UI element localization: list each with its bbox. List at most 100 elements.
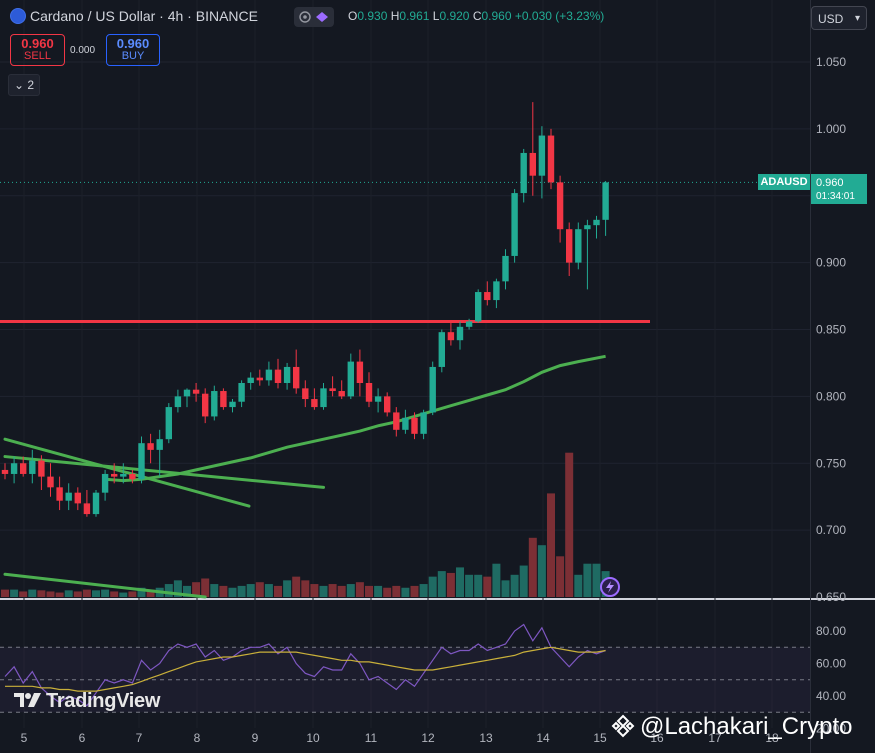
- candle: [283, 362, 291, 390]
- volume-bar: [310, 584, 319, 597]
- author-watermark: @Lachakari_Crypto: [610, 713, 852, 741]
- candle: [465, 318, 473, 330]
- price-tick-label: 0.900: [816, 256, 846, 270]
- rsi-tick-label: 20.00: [816, 722, 846, 736]
- candle: [420, 409, 427, 440]
- low-value: 0.920: [439, 9, 470, 23]
- candle-body: [484, 292, 491, 301]
- watermark-text: @Lachakari_Crypto: [640, 713, 853, 740]
- volume-bar: [164, 584, 173, 597]
- candle-body: [511, 193, 518, 256]
- binance-icon: [611, 714, 635, 738]
- buy-button[interactable]: 0.960 BUY: [106, 34, 160, 66]
- candle-body: [320, 388, 327, 408]
- ohlc-readout: O0.930 H0.961 L0.920 C0.960 +0.030 (+3.2…: [348, 9, 604, 23]
- volume-bar: [28, 589, 37, 597]
- volume-bar: [365, 585, 373, 597]
- last-price-value: 0.960: [816, 177, 844, 189]
- time-tick-label: 18: [765, 731, 779, 745]
- time-tick-label: 10: [306, 731, 320, 745]
- rsi-tick-label: 40.00: [816, 689, 846, 703]
- time-tick-label: 9: [252, 731, 259, 745]
- candle-body: [575, 229, 582, 263]
- volume-bar: [474, 574, 483, 597]
- candle: [538, 126, 546, 199]
- candle: [402, 409, 409, 434]
- candle-body: [429, 366, 436, 413]
- candle-body: [329, 388, 336, 392]
- rsi-tick-label: 80.00: [816, 624, 846, 638]
- sell-button[interactable]: 0.960 SELL: [10, 34, 65, 66]
- candle-body: [274, 369, 282, 383]
- candle: [602, 181, 609, 236]
- candle: [192, 383, 200, 402]
- candle: [338, 380, 345, 400]
- candle-body: [83, 503, 91, 515]
- volume-bar: [92, 590, 100, 597]
- price-tick-label: 0.650: [816, 590, 846, 604]
- volume-bar: [37, 590, 46, 597]
- candle: [101, 469, 109, 501]
- candle-body: [20, 463, 27, 474]
- tradingview-logo-text: TradingView: [46, 690, 161, 712]
- volume-bar: [228, 587, 237, 597]
- candle: [438, 329, 445, 373]
- eye-icon: [299, 11, 328, 23]
- symbol-title[interactable]: Cardano / US Dollar · 4h · BINANCE: [30, 8, 258, 24]
- time-tick-label: 8: [194, 731, 201, 745]
- moving-average: [104, 354, 606, 483]
- trendlines[interactable]: [0, 319, 650, 599]
- currency-select[interactable]: USD ▾: [811, 6, 867, 30]
- volume-bar: [101, 589, 110, 597]
- candle: [566, 222, 573, 276]
- volume-bar: [556, 556, 565, 597]
- time-tick-label: 12: [421, 731, 435, 745]
- candle-body: [374, 396, 382, 402]
- volume-bar: [137, 587, 146, 597]
- candle-body: [456, 326, 464, 341]
- high-label: H: [390, 9, 400, 23]
- ticker-price-label: ADAUSD: [758, 174, 810, 190]
- candle-body: [502, 255, 509, 282]
- candle: [74, 487, 81, 511]
- change-value: +0.030 (+3.23%): [514, 9, 605, 23]
- price-tick-label: 1.050: [816, 55, 846, 69]
- candle: [20, 456, 27, 477]
- candle: [229, 399, 236, 413]
- candle: [429, 361, 436, 416]
- price-tick-label: 0.750: [816, 456, 846, 470]
- candle: [374, 388, 382, 413]
- rsi-tick-label: 60.00: [816, 657, 846, 671]
- candle: [347, 353, 354, 400]
- time-tick-label: 17: [708, 731, 722, 745]
- candle-body: [265, 369, 273, 381]
- volume-bar: [146, 589, 155, 597]
- indicator-visibility-toggle[interactable]: [294, 7, 334, 27]
- volume-bar: [119, 592, 128, 597]
- volume-bar: [528, 537, 537, 597]
- candle-body: [356, 361, 364, 383]
- candle: [475, 289, 482, 323]
- candle-body: [220, 391, 227, 408]
- time-tick-label: 7: [136, 731, 143, 745]
- price-tick-label: 1.000: [816, 122, 846, 136]
- volume-bar: [192, 582, 201, 597]
- lightning-icon[interactable]: [600, 577, 620, 597]
- time-tick-label: 14: [536, 731, 550, 745]
- collapse-indicators-button[interactable]: ⌄ 2: [8, 74, 40, 96]
- candle-body: [411, 417, 418, 434]
- candle-body: [393, 412, 400, 430]
- candle-body: [129, 473, 136, 480]
- candle: [384, 392, 391, 417]
- candle: [411, 412, 418, 440]
- candle-body: [147, 443, 154, 450]
- candle: [329, 376, 336, 397]
- volume-bar: [283, 580, 292, 597]
- candle: [365, 372, 373, 408]
- tradingview-logo[interactable]: TradingView: [14, 690, 160, 713]
- candle: [211, 385, 218, 421]
- candle: [47, 463, 54, 497]
